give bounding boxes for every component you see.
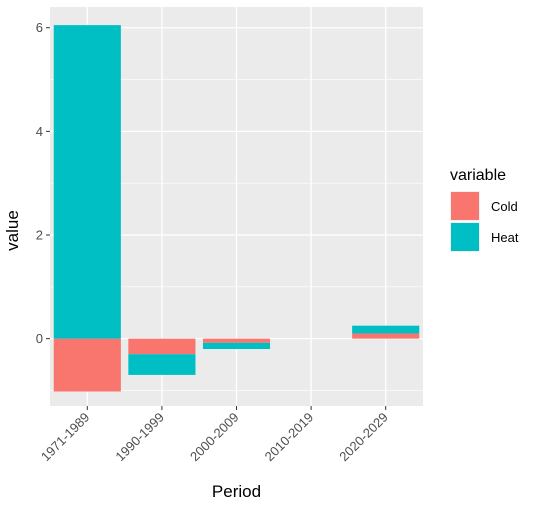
bar-cold-1990-1999	[128, 338, 196, 355]
y-tick-label: 4	[36, 124, 43, 139]
y-axis-title: value	[3, 210, 22, 251]
x-tick-label: 1990-1999	[112, 410, 167, 465]
bar-heat-2000-2009	[202, 342, 271, 349]
x-tick-label: 2020-2029	[336, 410, 391, 465]
x-tick-label: 2010-2019	[262, 410, 317, 465]
legend-label-cold: Cold	[491, 199, 518, 214]
x-axis-title: Period	[212, 482, 261, 501]
legend-swatch-heat	[451, 223, 479, 251]
bar-cold-1971-1989	[53, 338, 121, 392]
legend-label-heat: Heat	[491, 230, 519, 245]
bar-heat-1990-1999	[128, 354, 196, 375]
bar-heat-2020-2029	[352, 325, 420, 334]
x-axis: 1971-1989 1990-1999 2000-2009 2010-2019 2020…	[38, 406, 391, 464]
x-tick-label: 1971-1989	[38, 410, 93, 465]
y-axis: 0 2 4 6	[36, 20, 50, 346]
bar-heat-1971-1989	[53, 25, 121, 339]
bar-cold-2020-2029	[352, 333, 420, 339]
y-tick-label: 2	[36, 228, 43, 243]
legend-swatch-cold	[451, 192, 479, 220]
x-tick-label: 2000-2009	[187, 410, 242, 465]
legend: variable Cold Heat	[450, 167, 519, 252]
y-tick-label: 0	[36, 331, 43, 346]
bar-cold-2000-2009	[202, 338, 271, 343]
legend-title: variable	[450, 167, 506, 184]
y-tick-label: 6	[36, 20, 43, 35]
bars	[53, 25, 420, 392]
